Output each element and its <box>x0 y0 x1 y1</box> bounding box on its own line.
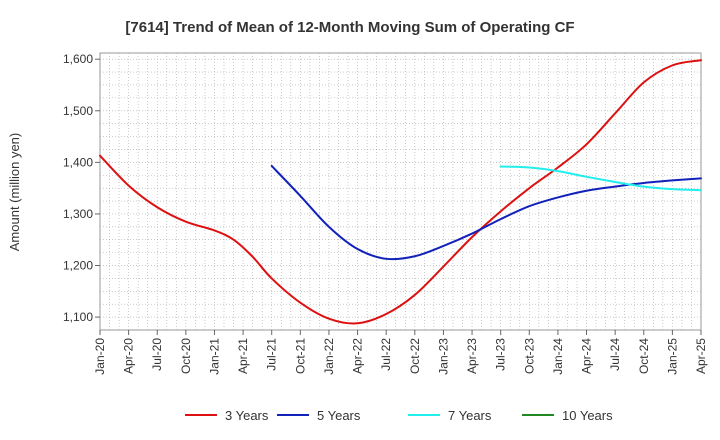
x-tick-label: Oct-21 <box>293 338 307 374</box>
x-tick-label: Oct-23 <box>522 338 536 374</box>
x-tick-label: Apr-23 <box>465 338 479 374</box>
y-ticks: 1,100 1,200 1,300 1,400 1,500 1,600 <box>63 52 100 324</box>
chart-title: [7614] Trend of Mean of 12-Month Moving … <box>125 19 574 36</box>
x-tick-label: Apr-21 <box>236 338 250 374</box>
x-tick-label: Oct-22 <box>408 338 422 374</box>
y-tick-label: 1,200 <box>63 259 93 273</box>
x-tick-label: Apr-22 <box>351 338 365 374</box>
legend: 3 Years 5 Years 7 Years 10 Years <box>185 408 613 423</box>
legend-label-3-years: 3 Years <box>225 408 269 423</box>
x-tick-label: Jul-24 <box>608 338 622 371</box>
x-tick-label: Oct-20 <box>179 338 193 374</box>
x-tick-label: Jan-24 <box>551 338 565 375</box>
y-tick-label: 1,100 <box>63 310 93 324</box>
legend-label-10-years: 10 Years <box>562 408 613 423</box>
x-tick-label: Jan-21 <box>207 338 221 375</box>
x-ticks: Jan-20 Apr-20 Jul-20 Oct-20 Jan-21 Apr-21 Jul-… <box>93 330 708 375</box>
grid <box>100 53 701 330</box>
x-tick-label: Jul-21 <box>265 338 279 371</box>
x-tick-label: Jul-23 <box>494 338 508 371</box>
series-line-3-years <box>99 59 702 325</box>
x-tick-label: Jan-25 <box>665 338 679 375</box>
x-tick-label: Jul-22 <box>379 338 393 371</box>
x-tick-label: Jan-22 <box>322 338 336 375</box>
y-tick-label: 1,600 <box>63 52 93 66</box>
x-tick-label: Apr-24 <box>580 338 594 374</box>
plot-frame <box>99 52 702 331</box>
legend-label-7-years: 7 Years <box>448 408 492 423</box>
x-tick-label: Jan-23 <box>436 338 450 375</box>
x-tick-label: Jul-20 <box>150 338 164 371</box>
x-tick-label: Apr-20 <box>122 338 136 374</box>
series-line-7-years <box>499 165 702 192</box>
series-layer <box>99 59 702 325</box>
y-tick-label: 1,400 <box>63 155 93 169</box>
legend-label-5-years: 5 Years <box>317 408 361 423</box>
plot-area <box>99 52 702 331</box>
y-axis-label: Amount (million yen) <box>7 133 22 252</box>
y-tick-label: 1,500 <box>63 104 93 118</box>
y-tick-label: 1,300 <box>63 207 93 221</box>
x-tick-label: Oct-24 <box>637 338 651 374</box>
x-tick-label: Jan-20 <box>93 338 107 375</box>
x-tick-label: Apr-25 <box>694 338 708 374</box>
